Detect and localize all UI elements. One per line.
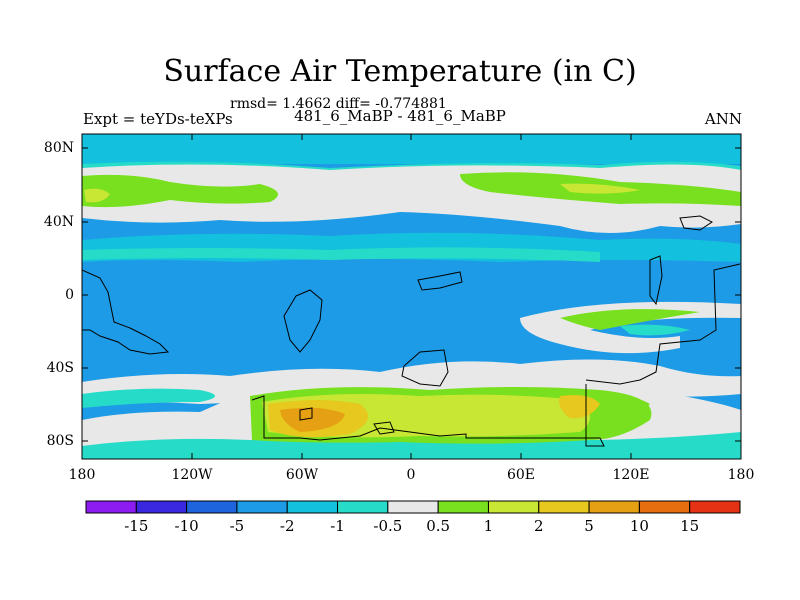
colorbar-label: 1 (483, 517, 494, 535)
experiment-label: Expt = teYDs-teXPs (83, 110, 233, 128)
colorbar-swatch (437, 500, 489, 514)
stats-label: rmsd= 1.4662 diff= -0.774881 (230, 96, 447, 112)
colorbar-swatch (387, 500, 439, 514)
x-tick-label: 60E (506, 467, 536, 483)
season-label: ANN (704, 110, 742, 128)
x-tick-label: 180 (727, 467, 755, 483)
colorbar-swatch (186, 500, 238, 514)
colorbar-swatch (487, 500, 540, 514)
axis-ticks (82, 134, 741, 459)
colorbar-swatch (85, 500, 137, 514)
x-tick-label: 180 (68, 467, 96, 483)
chart-title: Surface Air Temperature (in C) (163, 54, 637, 89)
y-tick-label: 40S (46, 360, 74, 376)
colorbar-label: 0.5 (426, 517, 451, 535)
x-tick-label: 0 (406, 467, 416, 483)
colorbar-label: -2 (279, 517, 295, 535)
y-tick-label: 80S (46, 433, 74, 449)
y-tick-label: 80N (43, 140, 74, 156)
colorbar-swatch (638, 500, 691, 514)
colorbar-swatch (588, 500, 640, 514)
colorbar-swatch (236, 500, 288, 514)
y-tick-label: 40N (43, 214, 74, 230)
colorbar-label: -0.5 (373, 517, 403, 535)
colorbar-swatch (286, 500, 339, 514)
colorbar-label: 2 (533, 517, 544, 535)
x-tick-label: 120W (171, 467, 213, 483)
chart-subtitle: 481_6_MaBP - 481_6_MaBP (294, 107, 506, 125)
coastlines (82, 215, 741, 447)
colorbar-swatch (689, 500, 741, 514)
colorbar-swatch (538, 500, 590, 514)
colorbar-swatch (135, 500, 188, 514)
colorbar-label: -5 (229, 517, 245, 535)
colorbar-label: 5 (584, 517, 594, 535)
colorbar-label: -10 (174, 517, 199, 535)
colorbar-label: -15 (124, 517, 149, 535)
x-tick-label: 120E (612, 467, 650, 483)
colorbar (85, 500, 741, 514)
y-tick-label: 0 (65, 287, 74, 303)
colorbar-swatch (337, 500, 389, 514)
temperature-field (82, 134, 741, 459)
colorbar-label: 15 (680, 517, 700, 535)
colorbar-label: -1 (330, 517, 345, 535)
x-tick-label: 60W (285, 467, 319, 483)
colorbar-label: 10 (629, 517, 649, 535)
